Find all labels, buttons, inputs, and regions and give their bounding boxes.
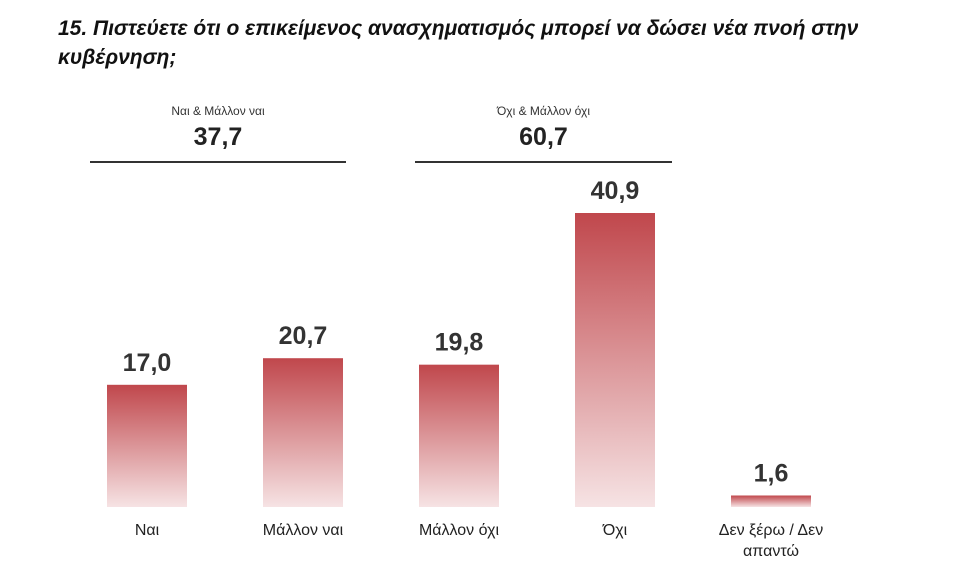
bar	[419, 364, 499, 507]
category-label: Όχι	[602, 522, 628, 539]
group-no-summary: Όχι & Μάλλον όχι 60,7	[415, 104, 672, 164]
group-yes-summary: Ναι & Μάλλον ναι 37,7	[90, 104, 346, 164]
bar	[575, 213, 655, 507]
group-yes-divider	[90, 161, 346, 163]
group-yes-label: Ναι & Μάλλον ναι	[171, 104, 265, 118]
bar-value-label: 17,0	[123, 349, 172, 377]
group-no-value: 60,7	[519, 123, 568, 151]
category-label: Ναι	[134, 522, 160, 539]
bar-value-label: 20,7	[279, 322, 328, 350]
group-yes-value: 37,7	[193, 123, 243, 151]
group-no-label: Όχι & Μάλλον όχι	[496, 104, 590, 118]
bar-value-label: 1,6	[754, 459, 789, 487]
bar	[731, 495, 811, 507]
chart-title: 15. Πιστεύετε ότι ο επικείμενος ανασχημα…	[58, 17, 859, 69]
bar	[107, 384, 187, 507]
group-no-divider	[415, 161, 672, 163]
bar-value-label: 40,9	[591, 177, 640, 205]
category-label: Δεν ξέρω / Δεν απαντώ	[718, 522, 824, 560]
bar-value-label: 19,8	[435, 329, 484, 357]
bar	[263, 358, 343, 507]
category-label: Μάλλον ναι	[262, 522, 344, 539]
category-label: Μάλλον όχι	[418, 522, 500, 539]
